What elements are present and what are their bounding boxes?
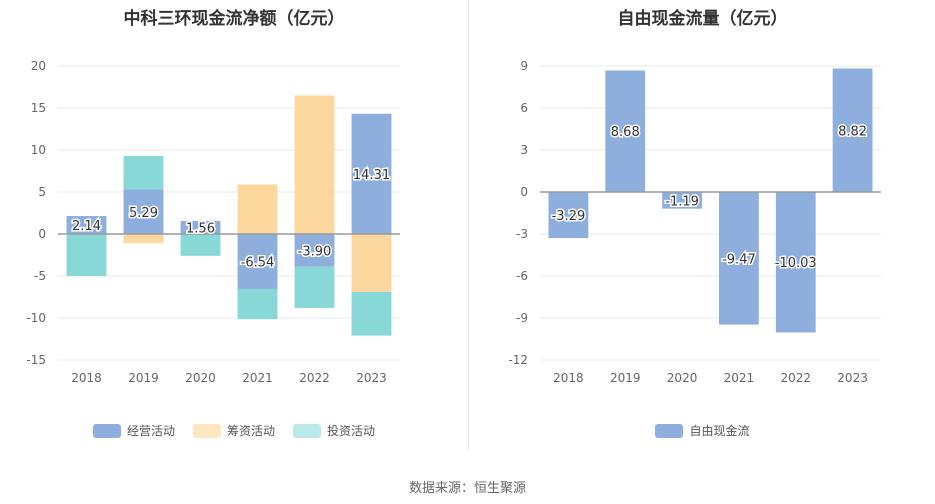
legend-item-investing[interactable]: 投资活动	[293, 422, 375, 439]
x-tick-label: 2020	[185, 371, 216, 385]
y-tick-label: 15	[31, 101, 46, 115]
x-tick-label: 2023	[356, 371, 387, 385]
bar	[123, 189, 164, 234]
bar	[351, 291, 392, 336]
bar	[180, 234, 221, 256]
bar	[832, 68, 873, 192]
legend: 经营活动 筹资活动 投资活动	[0, 422, 468, 439]
bar	[719, 192, 759, 325]
data-label: 8.82	[838, 124, 867, 139]
x-tick-label: 2019	[128, 371, 159, 385]
chart-title: 自由现金流量（亿元）	[617, 9, 788, 29]
legend-label: 自由现金流	[689, 424, 750, 438]
x-tick-label: 2018	[71, 371, 102, 385]
legend-label: 经营活动	[126, 424, 175, 438]
data-label: -3.29	[552, 209, 586, 224]
y-tick-label: 6	[520, 101, 528, 115]
x-tick-label: 2021	[724, 371, 755, 385]
x-tick-label: 2020	[667, 371, 698, 385]
bar	[123, 234, 164, 244]
bar	[237, 288, 278, 320]
bar	[662, 192, 702, 209]
panel-divider	[468, 0, 469, 450]
chart-title: 中科三环现金流净额（亿元）	[123, 9, 345, 29]
y-tick-label: 0	[520, 185, 528, 199]
bar	[775, 192, 816, 333]
bar	[605, 70, 646, 192]
y-tick-label: 20	[31, 59, 46, 73]
y-tick-label: -5	[34, 269, 46, 283]
data-label: 5.29	[129, 206, 158, 221]
bar	[294, 234, 335, 267]
cash-flow-net-chart: 20 15 10 5 0 -5 -10 -15 2018 2019 2020 2021 2022 2023…	[26, 59, 400, 385]
data-label: -10.03	[775, 256, 817, 271]
bar	[294, 95, 335, 235]
bar	[180, 220, 221, 234]
data-label: -1.19	[665, 194, 699, 209]
bar	[66, 234, 107, 276]
y-tick-label: 10	[31, 143, 46, 157]
legend-swatch	[192, 423, 221, 438]
y-tick-label: 0	[38, 227, 46, 241]
y-tick-label: -15	[26, 353, 46, 367]
data-label: 14.31	[353, 168, 390, 183]
x-tick-label: 2022	[780, 371, 811, 385]
free-cash-flow-chart: 9 6 3 0 -3 -6 -9 -12 2018 2019 2020 2021 2022 2023 -3.…	[508, 59, 881, 385]
bar	[294, 266, 335, 308]
legend-swatch	[655, 423, 684, 438]
y-tick-label: -12	[508, 353, 528, 367]
y-tick-label: 3	[520, 143, 528, 157]
y-tick-label: 5	[38, 185, 46, 199]
bar	[237, 234, 278, 289]
legend-swatch	[92, 423, 121, 438]
data-label: 8.68	[611, 125, 640, 140]
bar	[548, 192, 589, 239]
bar	[237, 184, 278, 234]
legend: 自由现金流	[470, 422, 935, 439]
legend-item-free-cash-flow[interactable]: 自由现金流	[655, 422, 750, 439]
x-tick-label: 2023	[837, 371, 868, 385]
bar	[351, 234, 392, 292]
legend-item-operating[interactable]: 经营活动	[92, 422, 175, 439]
x-tick-label: 2022	[299, 371, 330, 385]
legend-swatch	[293, 423, 321, 438]
x-tick-label: 2018	[553, 371, 584, 385]
legend-label: 筹资活动	[226, 424, 275, 438]
legend-item-financing[interactable]: 筹资活动	[192, 422, 275, 439]
y-tick-label: -3	[516, 227, 528, 241]
y-tick-label: -9	[516, 311, 528, 325]
data-label: -3.90	[298, 244, 332, 259]
y-tick-label: 9	[520, 59, 528, 73]
bar	[66, 216, 107, 234]
free-cash-flow-panel: 自由现金流量（亿元） 9 6 3 0 -3 -6 -9 -12 2018 2019 2020 2021…	[470, 0, 935, 450]
data-source: 数据来源：恒生聚源	[408, 481, 526, 496]
data-label: 1.56	[186, 221, 215, 236]
y-tick-label: -6	[516, 269, 528, 283]
data-label: -6.54	[241, 255, 275, 270]
cash-flow-net-panel: 中科三环现金流净额（亿元） 20 15 10 5 0 -5 -10 -15 2018 2019 20…	[0, 0, 468, 450]
x-tick-label: 2021	[242, 371, 273, 385]
bar	[123, 155, 164, 190]
bar	[351, 113, 392, 234]
legend-label: 投资活动	[327, 424, 376, 438]
data-label: 2.14	[72, 219, 101, 234]
y-tick-label: -10	[26, 311, 46, 325]
x-tick-label: 2019	[610, 371, 641, 385]
data-label: -9.47	[722, 252, 756, 267]
